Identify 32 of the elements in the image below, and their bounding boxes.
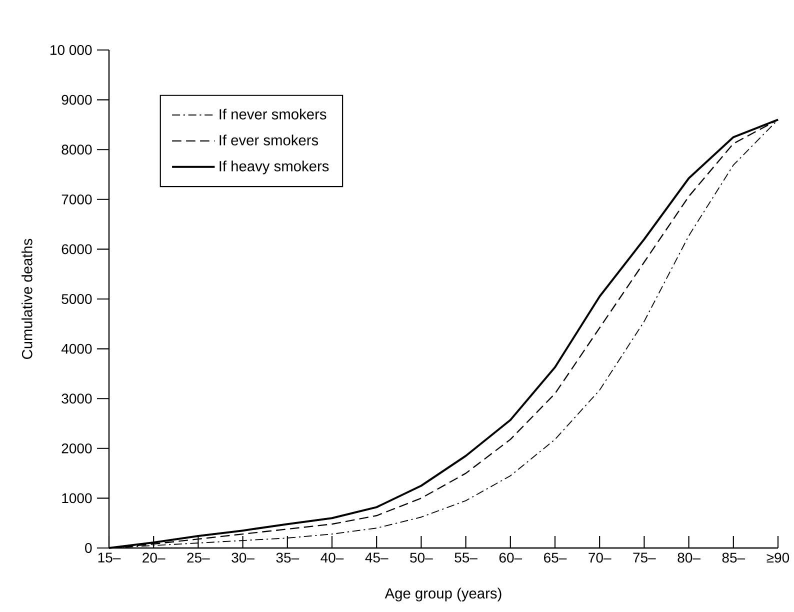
x-tick-label: 20–: [142, 552, 166, 563]
y-axis-title: Cumulative deaths: [22, 238, 32, 359]
y-tick-label: 1000: [62, 493, 92, 504]
y-tick-label: 4000: [61, 344, 92, 354]
x-tick-label: 55–: [454, 552, 478, 562]
x-tick-label: 40–: [320, 552, 344, 563]
x-tick-label: 50–: [410, 552, 433, 563]
x-tick-label: 60–: [499, 552, 522, 563]
x-tick-label: 85–: [722, 552, 746, 563]
x-tick-label: 45–: [365, 552, 388, 562]
y-tick-label: 6000: [62, 244, 92, 254]
y-tick-label: 3000: [62, 394, 92, 404]
x-tick-label: 35–: [276, 552, 300, 563]
x-tick-label: 75–: [633, 552, 656, 562]
x-tick-label: 80–: [678, 552, 700, 563]
x-tick-label: 65–: [544, 552, 567, 563]
x-tick-label: 30–: [232, 552, 254, 563]
x-tick-label: 15–: [98, 552, 121, 562]
y-tick-label: 2000: [62, 443, 92, 454]
y-tick-label: 0: [85, 543, 92, 553]
y-tick-label: 9000: [62, 94, 92, 105]
y-tick-label: 7000: [62, 194, 92, 204]
legend-label: If ever smokers: [220, 134, 318, 146]
y-tick-label: 5000: [62, 294, 92, 304]
x-axis-title: Age group (years): [384, 588, 502, 602]
x-tick-label: 25–: [187, 552, 210, 563]
x-tick-label: ≥90: [766, 552, 790, 563]
legend-label: If never smokers: [220, 108, 326, 120]
y-tick-label: 10 000: [50, 45, 92, 55]
y-tick-label: 8000: [62, 144, 92, 155]
x-tick-label: 70–: [588, 552, 612, 563]
legend-label: If heavy smokers: [220, 160, 329, 174]
